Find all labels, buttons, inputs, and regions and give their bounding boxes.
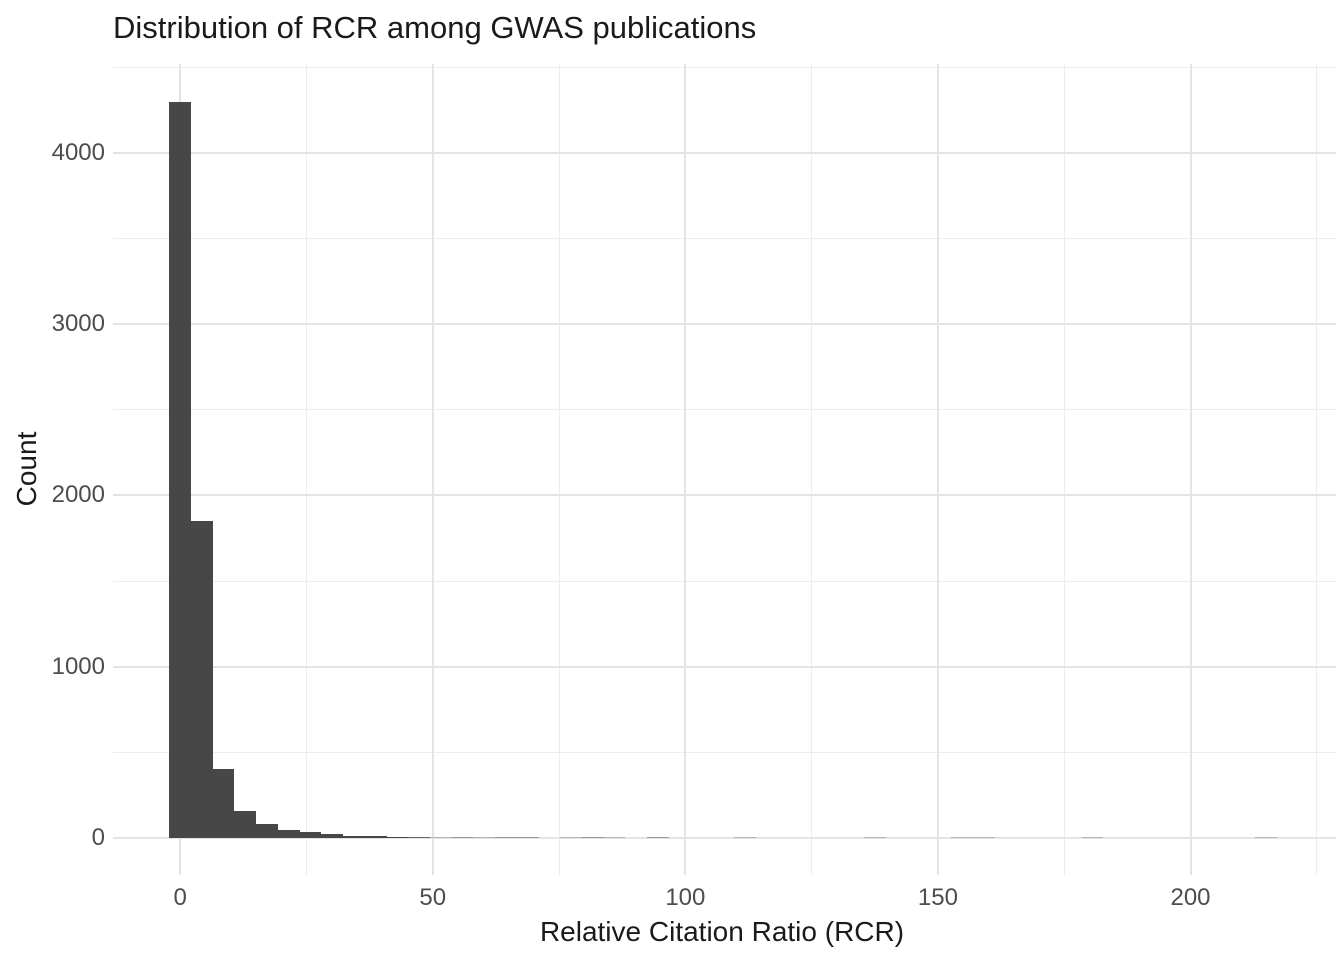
x-tick-label: 200 (1170, 884, 1211, 911)
x-minor-gridline (558, 64, 560, 875)
histogram-bar (277, 830, 300, 838)
histogram-bar (864, 837, 887, 838)
y-major-gridline (113, 837, 1336, 839)
histogram-bar (473, 837, 496, 838)
histogram-bar (343, 835, 365, 838)
histogram-bar (321, 834, 344, 838)
y-tick-label: 4000 (51, 138, 105, 166)
plot-panel (113, 64, 1336, 875)
y-major-gridline (113, 151, 1336, 154)
histogram-bar (951, 837, 974, 838)
histogram-bar (234, 810, 257, 838)
histogram-bar (386, 836, 409, 838)
y-tick-label: 3000 (51, 310, 105, 338)
histogram-bar (973, 837, 995, 838)
histogram-bar (1081, 837, 1104, 838)
x-axis-title: Relative Citation Ratio (RCR) (539, 916, 905, 947)
y-tick-label: 2000 (51, 481, 105, 509)
y-minor-gridline (113, 580, 1336, 582)
y-minor-gridline (113, 238, 1336, 240)
plot-title: Distribution of RCR among GWAS publicati… (113, 10, 757, 45)
histogram-bar (169, 101, 192, 838)
histogram-bar (560, 837, 583, 838)
histogram-bar (516, 837, 539, 838)
x-tick-label: 50 (419, 884, 447, 911)
histogram-bar (495, 837, 517, 838)
histogram-bar (734, 837, 756, 838)
histogram-bar (582, 837, 604, 838)
histogram-bar (212, 769, 235, 838)
x-tick-label: 0 (173, 884, 187, 911)
x-major-gridline (1189, 64, 1192, 875)
histogram-bar (191, 521, 213, 838)
y-minor-gridline (113, 409, 1336, 411)
y-major-gridline (113, 665, 1336, 668)
y-axis-title: Count (11, 431, 42, 507)
histogram-bar (364, 836, 387, 838)
y-minor-gridline (113, 66, 1336, 68)
histogram-bar (429, 837, 452, 838)
x-major-gridline (936, 64, 939, 875)
y-major-gridline (113, 494, 1336, 497)
x-minor-gridline (1316, 64, 1318, 875)
x-major-gridline (431, 64, 434, 875)
histogram-bar (451, 837, 474, 838)
x-minor-gridline (1063, 64, 1065, 875)
y-tick-label: 1000 (51, 652, 105, 680)
histogram-bar (647, 837, 669, 838)
histogram-bar (603, 837, 626, 838)
histogram-bar (408, 837, 430, 838)
histogram-bar (1255, 837, 1278, 838)
y-major-gridline (113, 323, 1336, 326)
y-minor-gridline (113, 751, 1336, 753)
histogram-bar (256, 824, 278, 838)
x-tick-label: 100 (665, 884, 706, 911)
x-minor-gridline (811, 64, 813, 875)
histogram-bar (299, 832, 322, 838)
x-major-gridline (684, 64, 687, 875)
x-minor-gridline (305, 64, 307, 875)
x-tick-label: 150 (917, 884, 958, 911)
y-tick-label: 0 (91, 824, 105, 851)
